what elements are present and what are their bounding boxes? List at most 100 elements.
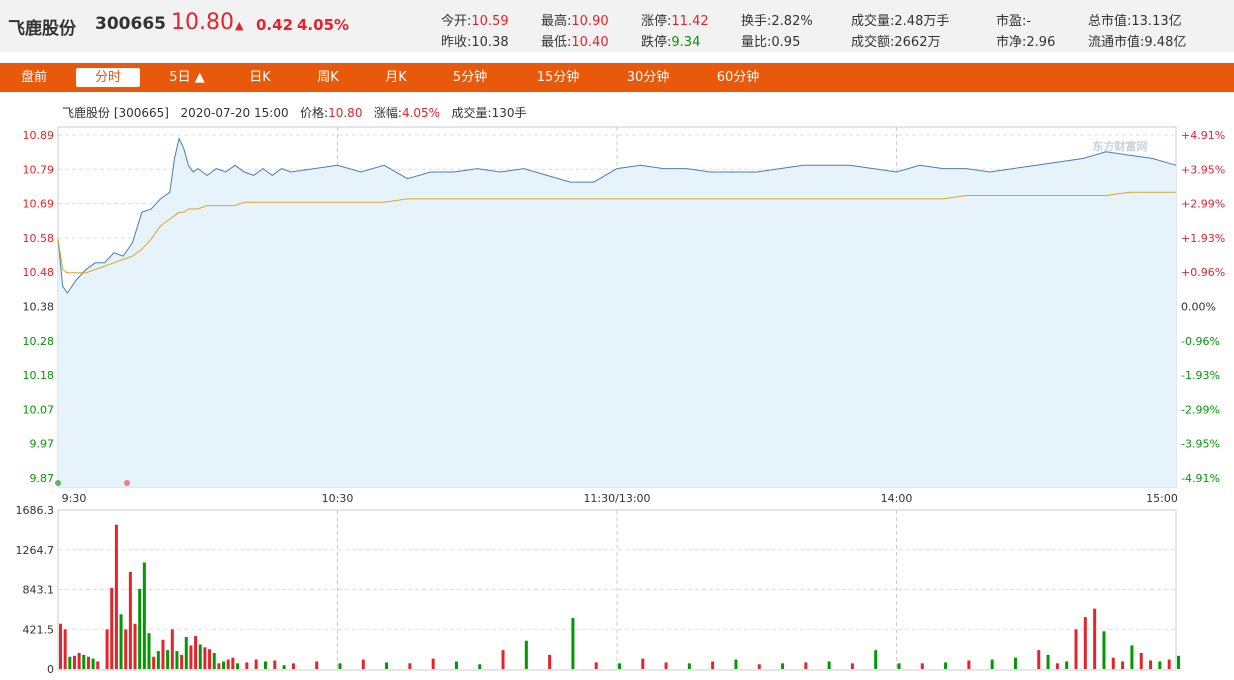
volume-tick-label: 1264.7 [16,544,55,557]
volume-bar [208,649,212,669]
volume-bar [1037,650,1041,669]
volume-bar [1055,663,1059,669]
price-tick-label: 9.97 [30,438,55,451]
quote-label: 成交额: [851,35,895,50]
tab-1[interactable]: 分时 [76,68,140,87]
info-amp-label: 涨幅: [373,106,402,120]
volume-bar [119,614,123,669]
volume-bar [315,661,319,669]
tab-9[interactable]: 60分钟 [716,70,760,85]
info-price: 10.80 [328,106,363,120]
volume-bar [594,662,598,669]
volume-bar [161,639,165,669]
volume-bar [618,663,621,669]
volume-bar [166,650,170,669]
volume-bar [664,662,668,669]
percent-tick-label: -2.99% [1181,403,1220,416]
volume-bar [147,633,151,669]
info-datetime: 2020-07-20 15:00 [180,106,289,120]
volume-bar [128,571,132,669]
volume-bar [897,663,901,669]
volume-bar [273,660,277,669]
volume-bar [236,663,240,669]
quote-label: 昨收: [441,35,472,50]
volume-bar [217,663,221,669]
volume-bar [874,650,878,669]
tab-3[interactable]: 日K [249,70,271,85]
quote-value: 10.90 [571,14,609,29]
percent-tick-label: 0.00% [1181,301,1216,314]
volume-bar [641,658,645,669]
price-tick-label: 10.79 [23,163,55,176]
quote-field: 最高:10.90 [541,10,609,29]
volume-bar [1074,629,1078,669]
volume-bar [194,635,198,669]
volume-bar [1065,661,1069,669]
volume-bar [967,660,971,669]
tab-2[interactable]: 5日 ▲ [169,70,205,85]
quote-field: 涨停:11.42 [641,10,709,29]
quote-field: 量比:0.95 [741,31,800,50]
info-amp: 4.05% [401,106,441,120]
quote-field: 成交额:2662万 [851,31,940,50]
volume-bar [184,636,188,669]
volume-bar [72,655,76,669]
price-tick-label: 9.87 [30,472,55,485]
time-tick-label: 9:30 [62,492,87,505]
volume-bar [91,658,95,669]
quote-label: 总市值: [1088,14,1132,29]
average-price-line [57,191,1176,274]
volume-bar [138,588,142,669]
quote-field: 成交量:2.48万手 [851,10,949,29]
quote-value: - [1026,14,1032,29]
volume-bar [757,664,761,669]
volume-bar [282,665,286,669]
tab-7[interactable]: 15分钟 [536,70,580,85]
quote-label: 流通市值: [1088,35,1145,50]
quote-value: 2.48万手 [894,14,950,29]
volume-bar [1102,631,1106,669]
percent-tick-label: +1.93% [1181,232,1225,245]
tab-6[interactable]: 5分钟 [452,70,488,85]
quote-value: 10.40 [571,35,609,50]
percent-tick-label: +0.96% [1181,266,1225,279]
quote-label: 成交量: [851,14,895,29]
price-tick-label: 10.18 [23,369,55,382]
volume-tick-label: 1686.3 [16,504,55,517]
time-tick-label: 10:30 [322,492,354,505]
quote-value: 9.34 [671,35,701,50]
price-area [58,138,1176,487]
quote-value: 2.82% [771,14,813,29]
volume-bar [850,663,854,669]
chart-info-bar: 飞鹿股份 [300665] 2020-07-20 15:00 价格:10.80 … [62,104,526,121]
volume-bar [110,587,114,669]
percent-tick-label: -0.96% [1181,335,1220,348]
tab-5[interactable]: 月K [385,70,407,85]
quote-label: 量比: [741,35,772,50]
volume-bar [263,661,267,669]
volume-bar [990,659,994,669]
quote-value: 10.38 [471,35,509,50]
quote-field: 总市值:13.13亿 [1088,10,1182,29]
tab-0[interactable]: 盘前 [20,70,47,85]
quote-label: 市净: [996,35,1027,50]
tab-4[interactable]: 周K [317,70,339,85]
tab-8[interactable]: 30分钟 [626,70,670,85]
price-tick-label: 10.48 [23,266,55,279]
quote-label: 市盈: [996,14,1027,29]
quote-label: 涨停: [641,14,672,29]
volume-bar [291,663,295,669]
volume-bar [63,629,67,669]
quote-field: 流通市值:9.48亿 [1088,31,1186,50]
volume-bar [781,663,785,669]
start-marker [55,480,61,486]
quote-value: 0.95 [771,35,801,50]
volume-bar [245,662,249,669]
chart-period-tabs: 盘前 分时 5日 ▲ 日K 周K 月K 5分钟 15分钟 30分钟 60分钟 [0,63,1234,92]
percent-tick-label: -1.93% [1181,369,1220,382]
volume-bar [1046,654,1050,669]
quote-value: 2662万 [894,35,941,50]
info-vol: 130手 [491,106,527,120]
volume-bar [105,629,109,669]
